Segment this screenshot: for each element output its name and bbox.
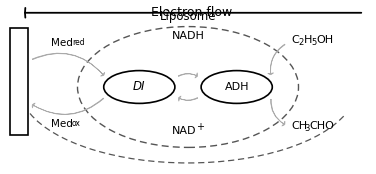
Text: Electron flow: Electron flow bbox=[151, 6, 232, 19]
Text: Med: Med bbox=[51, 119, 73, 129]
Text: C: C bbox=[292, 35, 300, 45]
Text: 5: 5 bbox=[311, 38, 317, 48]
Circle shape bbox=[104, 71, 175, 103]
Text: CH: CH bbox=[292, 121, 308, 131]
Text: CHO: CHO bbox=[309, 121, 334, 131]
Circle shape bbox=[201, 71, 272, 103]
FancyBboxPatch shape bbox=[10, 28, 28, 135]
Text: ADH: ADH bbox=[224, 82, 249, 92]
Text: NADH: NADH bbox=[171, 31, 205, 41]
Text: ox: ox bbox=[72, 119, 81, 128]
Text: NAD: NAD bbox=[172, 126, 197, 136]
Text: 3: 3 bbox=[305, 124, 310, 133]
Text: OH: OH bbox=[316, 35, 333, 45]
Text: H: H bbox=[304, 35, 312, 45]
Text: DI: DI bbox=[133, 81, 146, 93]
Text: Liposome: Liposome bbox=[160, 10, 216, 23]
Text: Electrode: Electrode bbox=[15, 60, 24, 103]
Text: 2: 2 bbox=[299, 38, 304, 48]
Text: +: + bbox=[196, 122, 205, 132]
Text: Med: Med bbox=[51, 38, 73, 48]
Text: red: red bbox=[72, 38, 85, 47]
